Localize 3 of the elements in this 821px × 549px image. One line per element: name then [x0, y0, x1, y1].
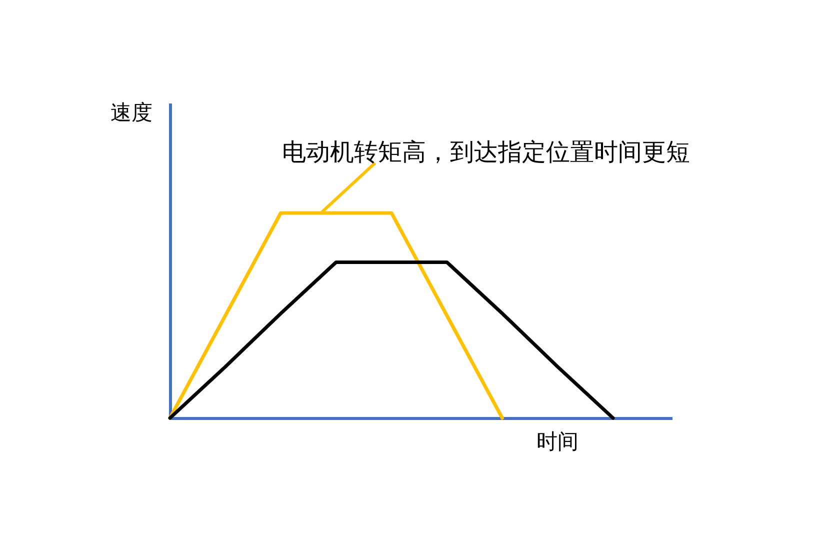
text: 电动机转矩高，到达指定位置时间更短	[282, 138, 690, 166]
y-axis-title: 速度	[110, 100, 152, 124]
x-axis-title: 时间	[536, 430, 578, 454]
